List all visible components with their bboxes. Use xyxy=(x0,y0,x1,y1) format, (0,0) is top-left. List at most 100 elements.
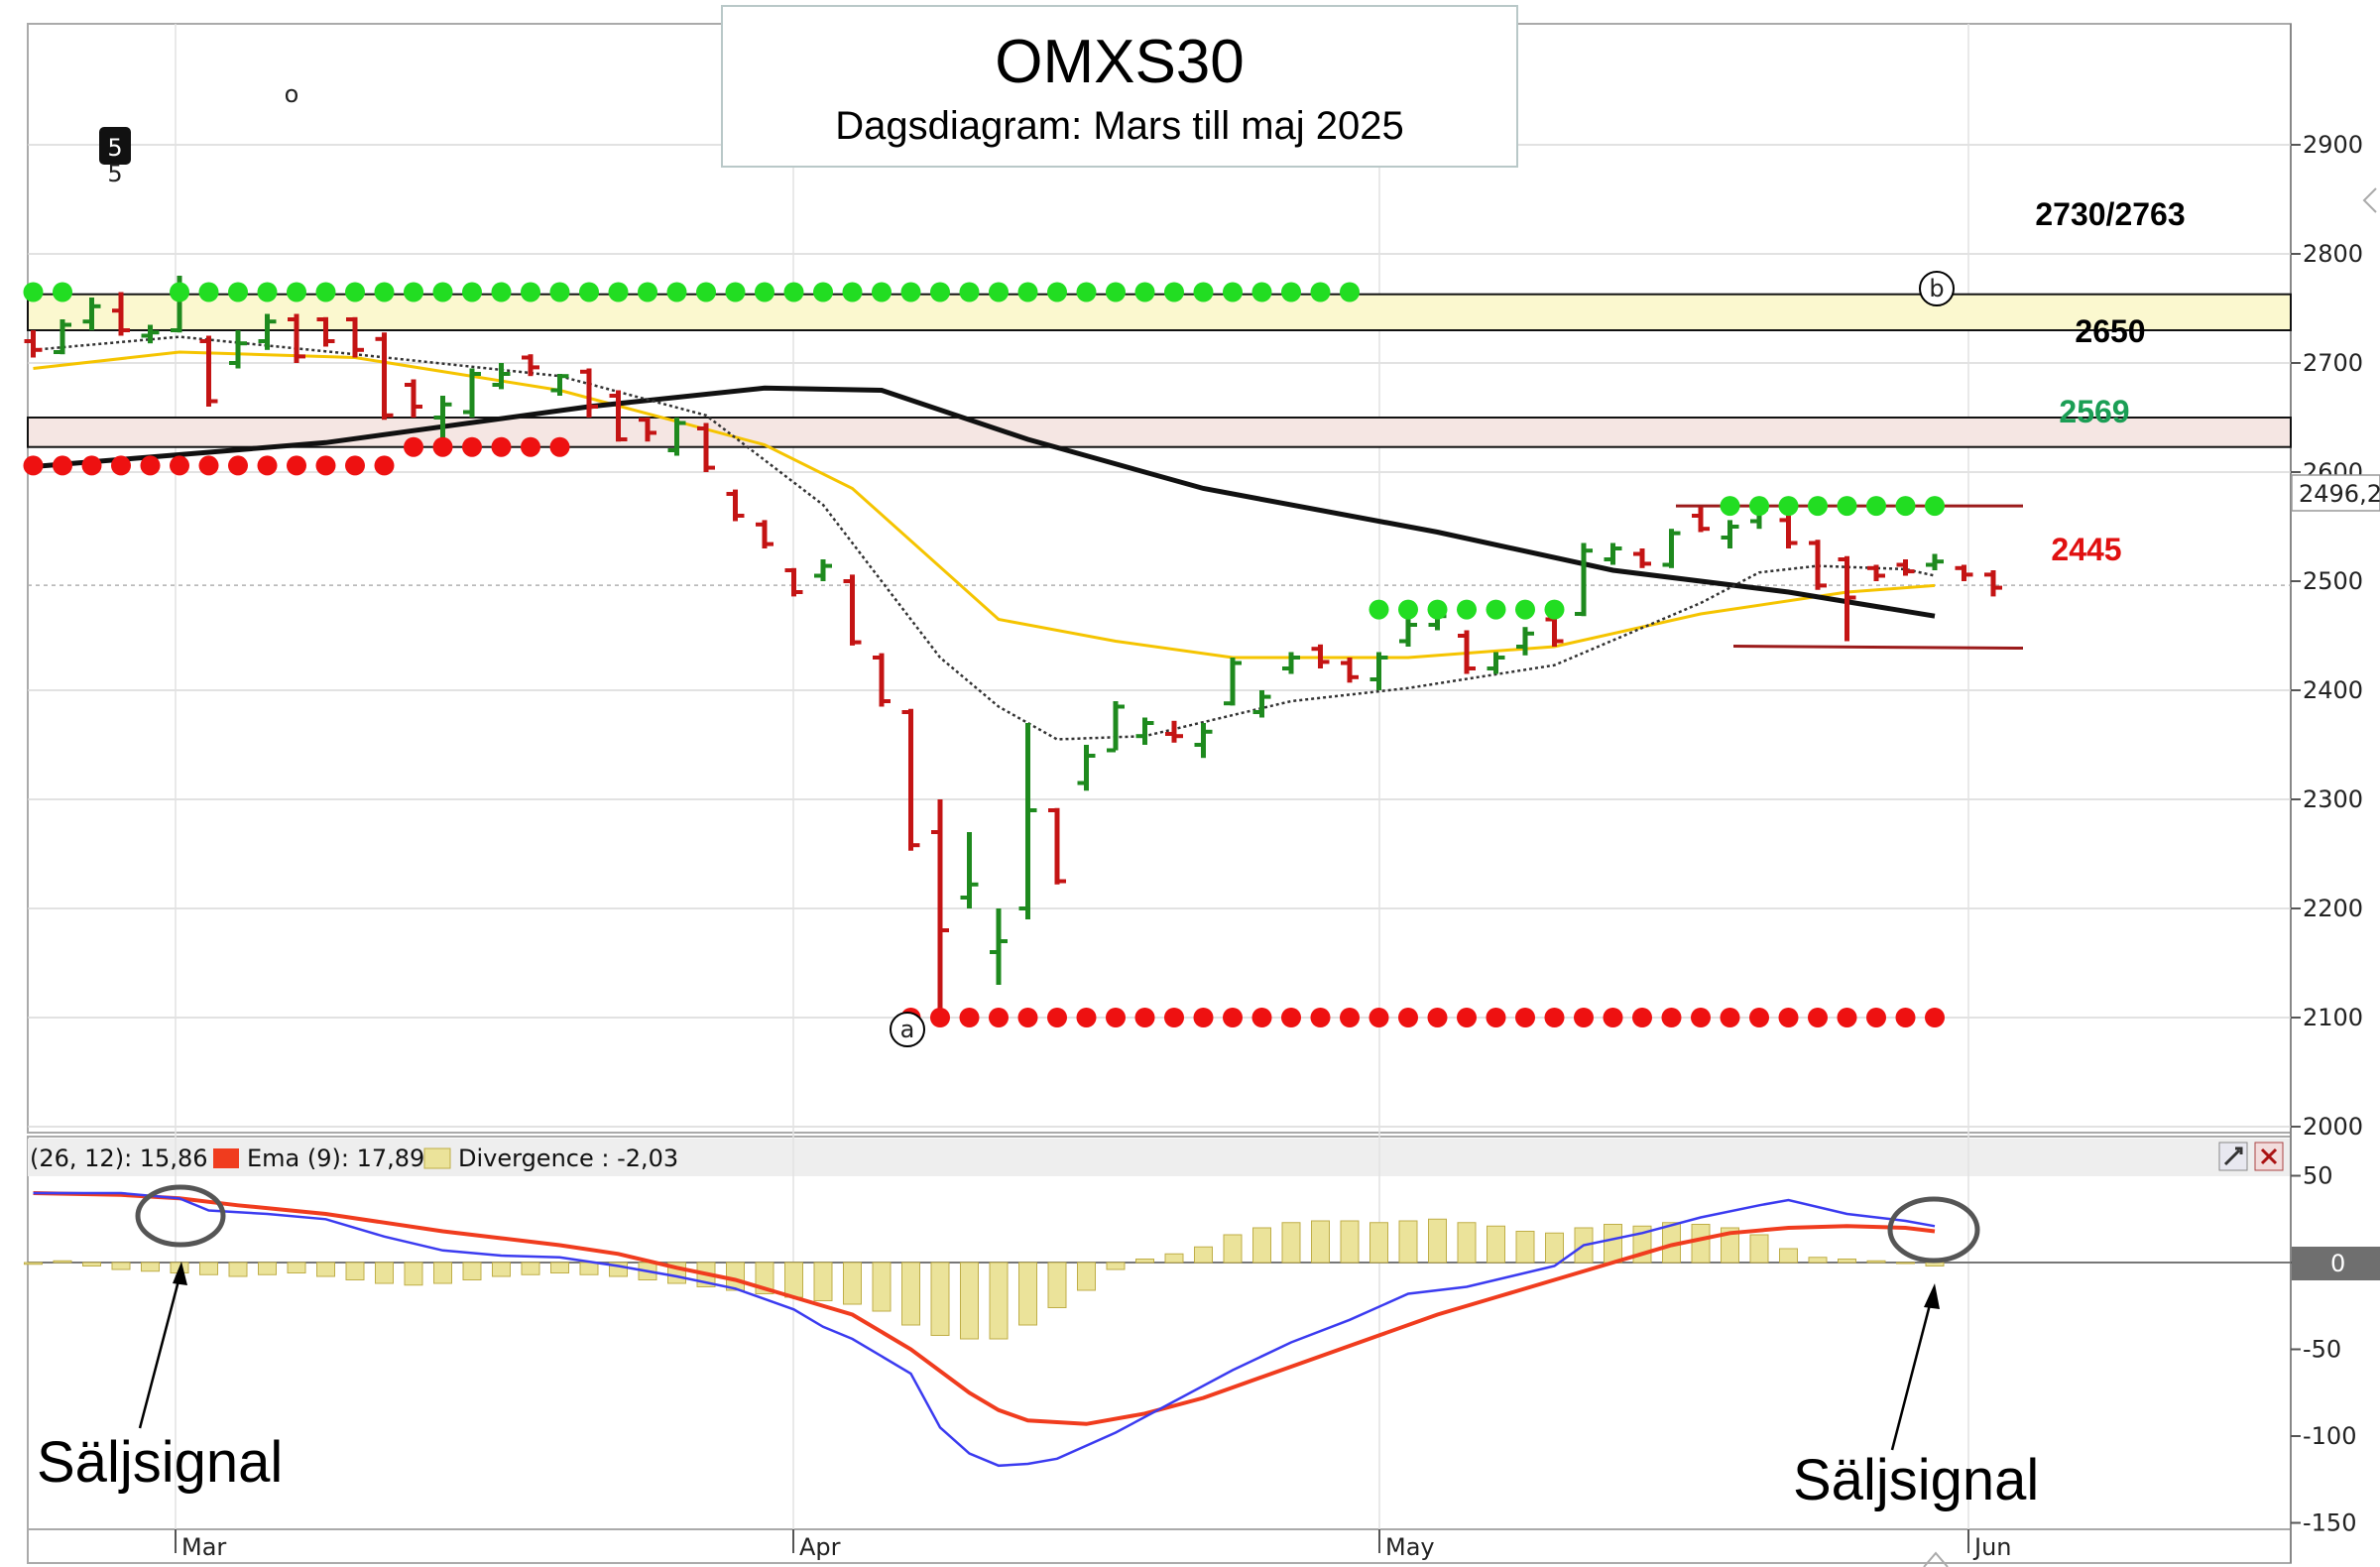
red-dot xyxy=(170,455,189,476)
green-dot xyxy=(1134,282,1155,302)
histogram-bar xyxy=(1223,1234,1243,1264)
red-dot xyxy=(140,455,161,476)
red-dot xyxy=(1164,1008,1184,1027)
price-tick-label: 2700 xyxy=(2303,349,2363,377)
histogram-bar xyxy=(813,1262,833,1301)
red-dot xyxy=(1925,1008,1945,1027)
x-tick-label: Apr xyxy=(799,1533,841,1561)
small-5-label: 5 xyxy=(107,160,122,187)
histogram-bar xyxy=(1281,1222,1301,1264)
histogram-bar xyxy=(141,1262,160,1272)
histogram-bar xyxy=(492,1262,511,1277)
histogram-bar xyxy=(1398,1220,1418,1264)
price-tick-label: 2300 xyxy=(2303,785,2363,813)
ohlc-bars xyxy=(24,276,2002,1018)
red-dot xyxy=(1749,1008,1769,1027)
green-dot xyxy=(1193,282,1214,302)
signal-arrow-right xyxy=(1890,1292,1935,1451)
histogram-bar xyxy=(228,1262,248,1277)
red-dot xyxy=(930,1008,950,1027)
wave-a-label: a xyxy=(900,1016,915,1043)
green-dot xyxy=(287,282,306,302)
green-dot xyxy=(1895,496,1916,517)
ema-line xyxy=(33,1191,1936,1426)
histogram-bar xyxy=(316,1262,335,1277)
green-dot xyxy=(696,282,716,302)
green-dot xyxy=(1106,282,1126,302)
red-dot xyxy=(1398,1008,1418,1027)
red-dot xyxy=(1223,1008,1243,1027)
macd-legend-ema: Ema (9): 17,89 xyxy=(247,1145,424,1172)
green-dot xyxy=(1427,599,1448,620)
histogram-bar xyxy=(258,1262,277,1275)
signal-circle-right xyxy=(1887,1196,1980,1264)
macd-legend-div-swatch xyxy=(423,1147,451,1169)
histogram-bar xyxy=(1749,1234,1769,1264)
wave-a-circle xyxy=(890,1012,925,1047)
red-dot xyxy=(111,455,131,476)
green-dot xyxy=(1076,282,1097,302)
green-dot xyxy=(1281,282,1301,302)
x-tick-label: Jun xyxy=(1972,1533,2012,1561)
histogram-bar xyxy=(1896,1262,1915,1265)
green-dot xyxy=(959,282,980,302)
green-dot xyxy=(23,282,44,302)
level-label-2569: 2569 xyxy=(2059,394,2129,429)
chevron-left-icon[interactable] xyxy=(2362,187,2377,213)
macd-lines xyxy=(33,1191,1936,1468)
level-zone-2650 xyxy=(27,417,2292,448)
red-dot xyxy=(257,455,278,476)
x-axis-labels: Mar Apr May Jun xyxy=(175,1529,2012,1561)
green-dot xyxy=(666,282,687,302)
histogram-bar xyxy=(199,1262,218,1275)
macd-legend-macd: (26, 12): 15,86 xyxy=(30,1145,207,1172)
level-label-2730-2763: 2730/2763 xyxy=(2035,196,2185,232)
green-dot xyxy=(1720,496,1740,517)
red-dot xyxy=(1310,1008,1331,1027)
red-dot xyxy=(1515,1008,1535,1027)
price-tick-label: 2500 xyxy=(2303,567,2363,595)
green-dot xyxy=(900,282,921,302)
macd-tick-label: 50 xyxy=(2303,1162,2333,1190)
histogram-bar xyxy=(1135,1259,1154,1264)
level-line-2445 xyxy=(1732,645,2024,650)
green-dot xyxy=(345,282,365,302)
macd-axis-ticks: 50 -50 -100 -150 xyxy=(2291,1162,2356,1537)
red-dot xyxy=(198,455,219,476)
red-dot xyxy=(1076,1008,1097,1027)
chart-title: OMXS30 xyxy=(995,28,1245,96)
histogram-bar xyxy=(1457,1222,1477,1264)
price-tick-label: 2900 xyxy=(2303,131,2363,159)
title-box xyxy=(721,5,1518,168)
moving-averages xyxy=(33,335,1936,741)
red-dot xyxy=(287,455,306,476)
green-dot xyxy=(1544,599,1565,620)
histogram-bar xyxy=(1721,1227,1739,1264)
red-dot xyxy=(315,455,336,476)
green-dot xyxy=(638,282,657,302)
chevron-up-icon[interactable] xyxy=(1923,1551,1949,1567)
green-dot xyxy=(432,282,453,302)
red-dot xyxy=(1778,1008,1799,1027)
green-dot xyxy=(1310,282,1331,302)
signal-arrowhead-left xyxy=(173,1262,187,1285)
green-dot xyxy=(404,282,423,302)
histogram-bar xyxy=(53,1260,72,1264)
green-dot xyxy=(549,282,570,302)
red-dot xyxy=(1281,1008,1301,1027)
gridlines xyxy=(28,24,2291,1529)
green-dot xyxy=(579,282,599,302)
histogram-bar xyxy=(375,1262,394,1284)
macd-tick-label: -100 xyxy=(2303,1422,2356,1450)
red-dot xyxy=(374,455,395,476)
histogram-bar xyxy=(521,1262,540,1275)
green-dot xyxy=(608,282,629,302)
red-dot xyxy=(81,455,102,476)
red-dot xyxy=(1047,1008,1067,1027)
red-dot xyxy=(549,436,570,457)
histogram-bar xyxy=(404,1262,423,1286)
green-dot xyxy=(930,282,950,302)
signal-circle-left xyxy=(135,1184,226,1248)
green-dot xyxy=(1749,496,1769,517)
